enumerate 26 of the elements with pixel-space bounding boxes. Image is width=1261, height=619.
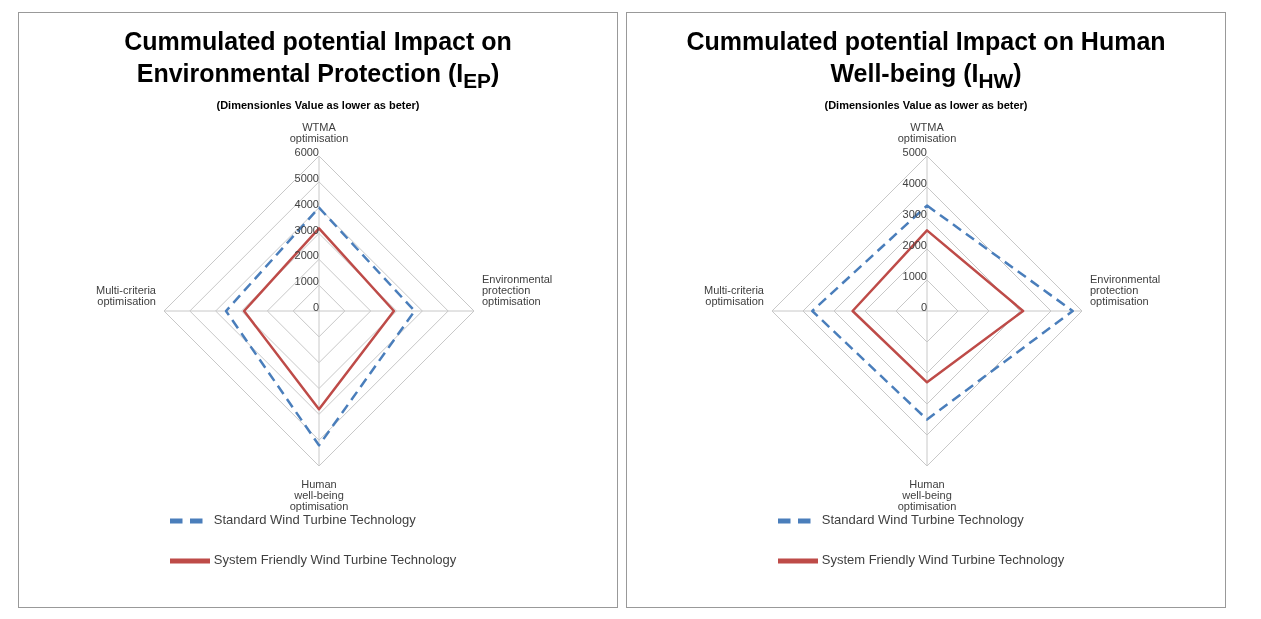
y-tick-label: 4000 (902, 177, 927, 189)
chart-subtitle: (Dimensionles Value as lower as beter) (215, 99, 421, 111)
legend-label: Standard Wind Turbine Technology (213, 512, 416, 528)
y-tick-label: 4000 (294, 197, 319, 210)
y-tick-label: 0 (920, 301, 927, 313)
chart-title: Cummulated potential Impact on Environmental Protection (I$_{EP}$) (123, 26, 513, 94)
spoke-label: Environmental protection optimisation (482, 273, 553, 307)
spoke-label: WTMA optimisation (897, 121, 957, 144)
spoke-label: Multi-criteria optimisation (96, 284, 157, 307)
chart-subtitle: (Dimensionles Value as lower as beter) (823, 99, 1029, 111)
spoke-label: Multi-criteria optimisation (704, 284, 765, 307)
spoke-label: Human well-being optimisation (897, 477, 957, 512)
spoke-label: WTMA optimisation (289, 121, 349, 144)
legend-label: System Friendly Wind Turbine Technology (213, 552, 457, 568)
y-tick-label: 1000 (294, 275, 319, 288)
y-tick-label: 2000 (294, 249, 319, 262)
y-tick-label: 0 (312, 301, 319, 313)
y-tick-label: 5000 (294, 171, 319, 184)
y-tick-label: 6000 (294, 146, 319, 158)
chart-title: Cummulated potential Impact on Human Well-being (I$_{HW}$) (685, 26, 1167, 94)
y-tick-label: 1000 (902, 270, 927, 282)
legend-label: Standard Wind Turbine Technology (821, 512, 1024, 528)
spoke-label: Human well-being optimisation (289, 477, 349, 512)
y-tick-label: 5000 (902, 146, 927, 158)
legend-label: System Friendly Wind Turbine Technology (821, 552, 1065, 568)
spoke-label: Environmental protection optimisation (1090, 273, 1161, 307)
